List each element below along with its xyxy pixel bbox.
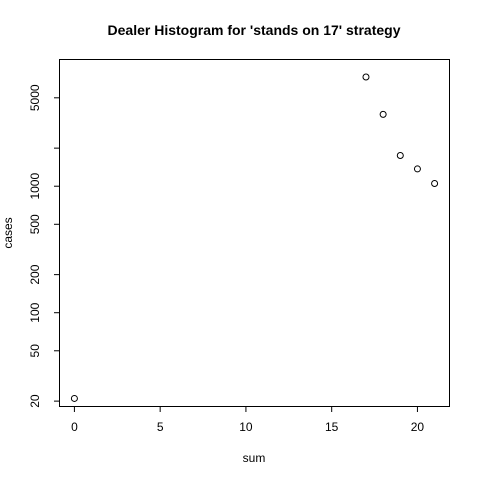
data-points [70, 73, 439, 402]
data-point [396, 151, 404, 159]
data-point [362, 73, 370, 81]
x-tick-label: 0 [71, 420, 78, 434]
y-tick-label: 500 [28, 214, 42, 234]
y-tick-label: 1000 [28, 173, 42, 200]
x-axis: 0 5 10 15 20 [71, 406, 424, 434]
x-tick-label: 20 [411, 420, 425, 434]
x-tick-label: 5 [157, 420, 164, 434]
y-tick-label: 200 [28, 264, 42, 284]
y-tick-label: 50 [28, 344, 42, 358]
y-tick-label: 5000 [28, 84, 42, 111]
data-point [431, 180, 439, 188]
y-tick-label: 100 [28, 302, 42, 322]
data-point [70, 394, 78, 402]
chart-title: Dealer Histogram for 'stands on 17' stra… [108, 22, 401, 38]
data-point [413, 165, 421, 173]
y-tick-label: 20 [28, 394, 42, 408]
x-tick-label: 15 [325, 420, 339, 434]
x-tick-label: 10 [239, 420, 253, 434]
y-axis: 20 50 100 200 500 1000 5000 [28, 84, 60, 408]
data-point [379, 110, 387, 118]
plot-area [59, 59, 450, 407]
y-axis-label: cases [1, 217, 15, 248]
x-axis-label: sum [243, 451, 266, 465]
